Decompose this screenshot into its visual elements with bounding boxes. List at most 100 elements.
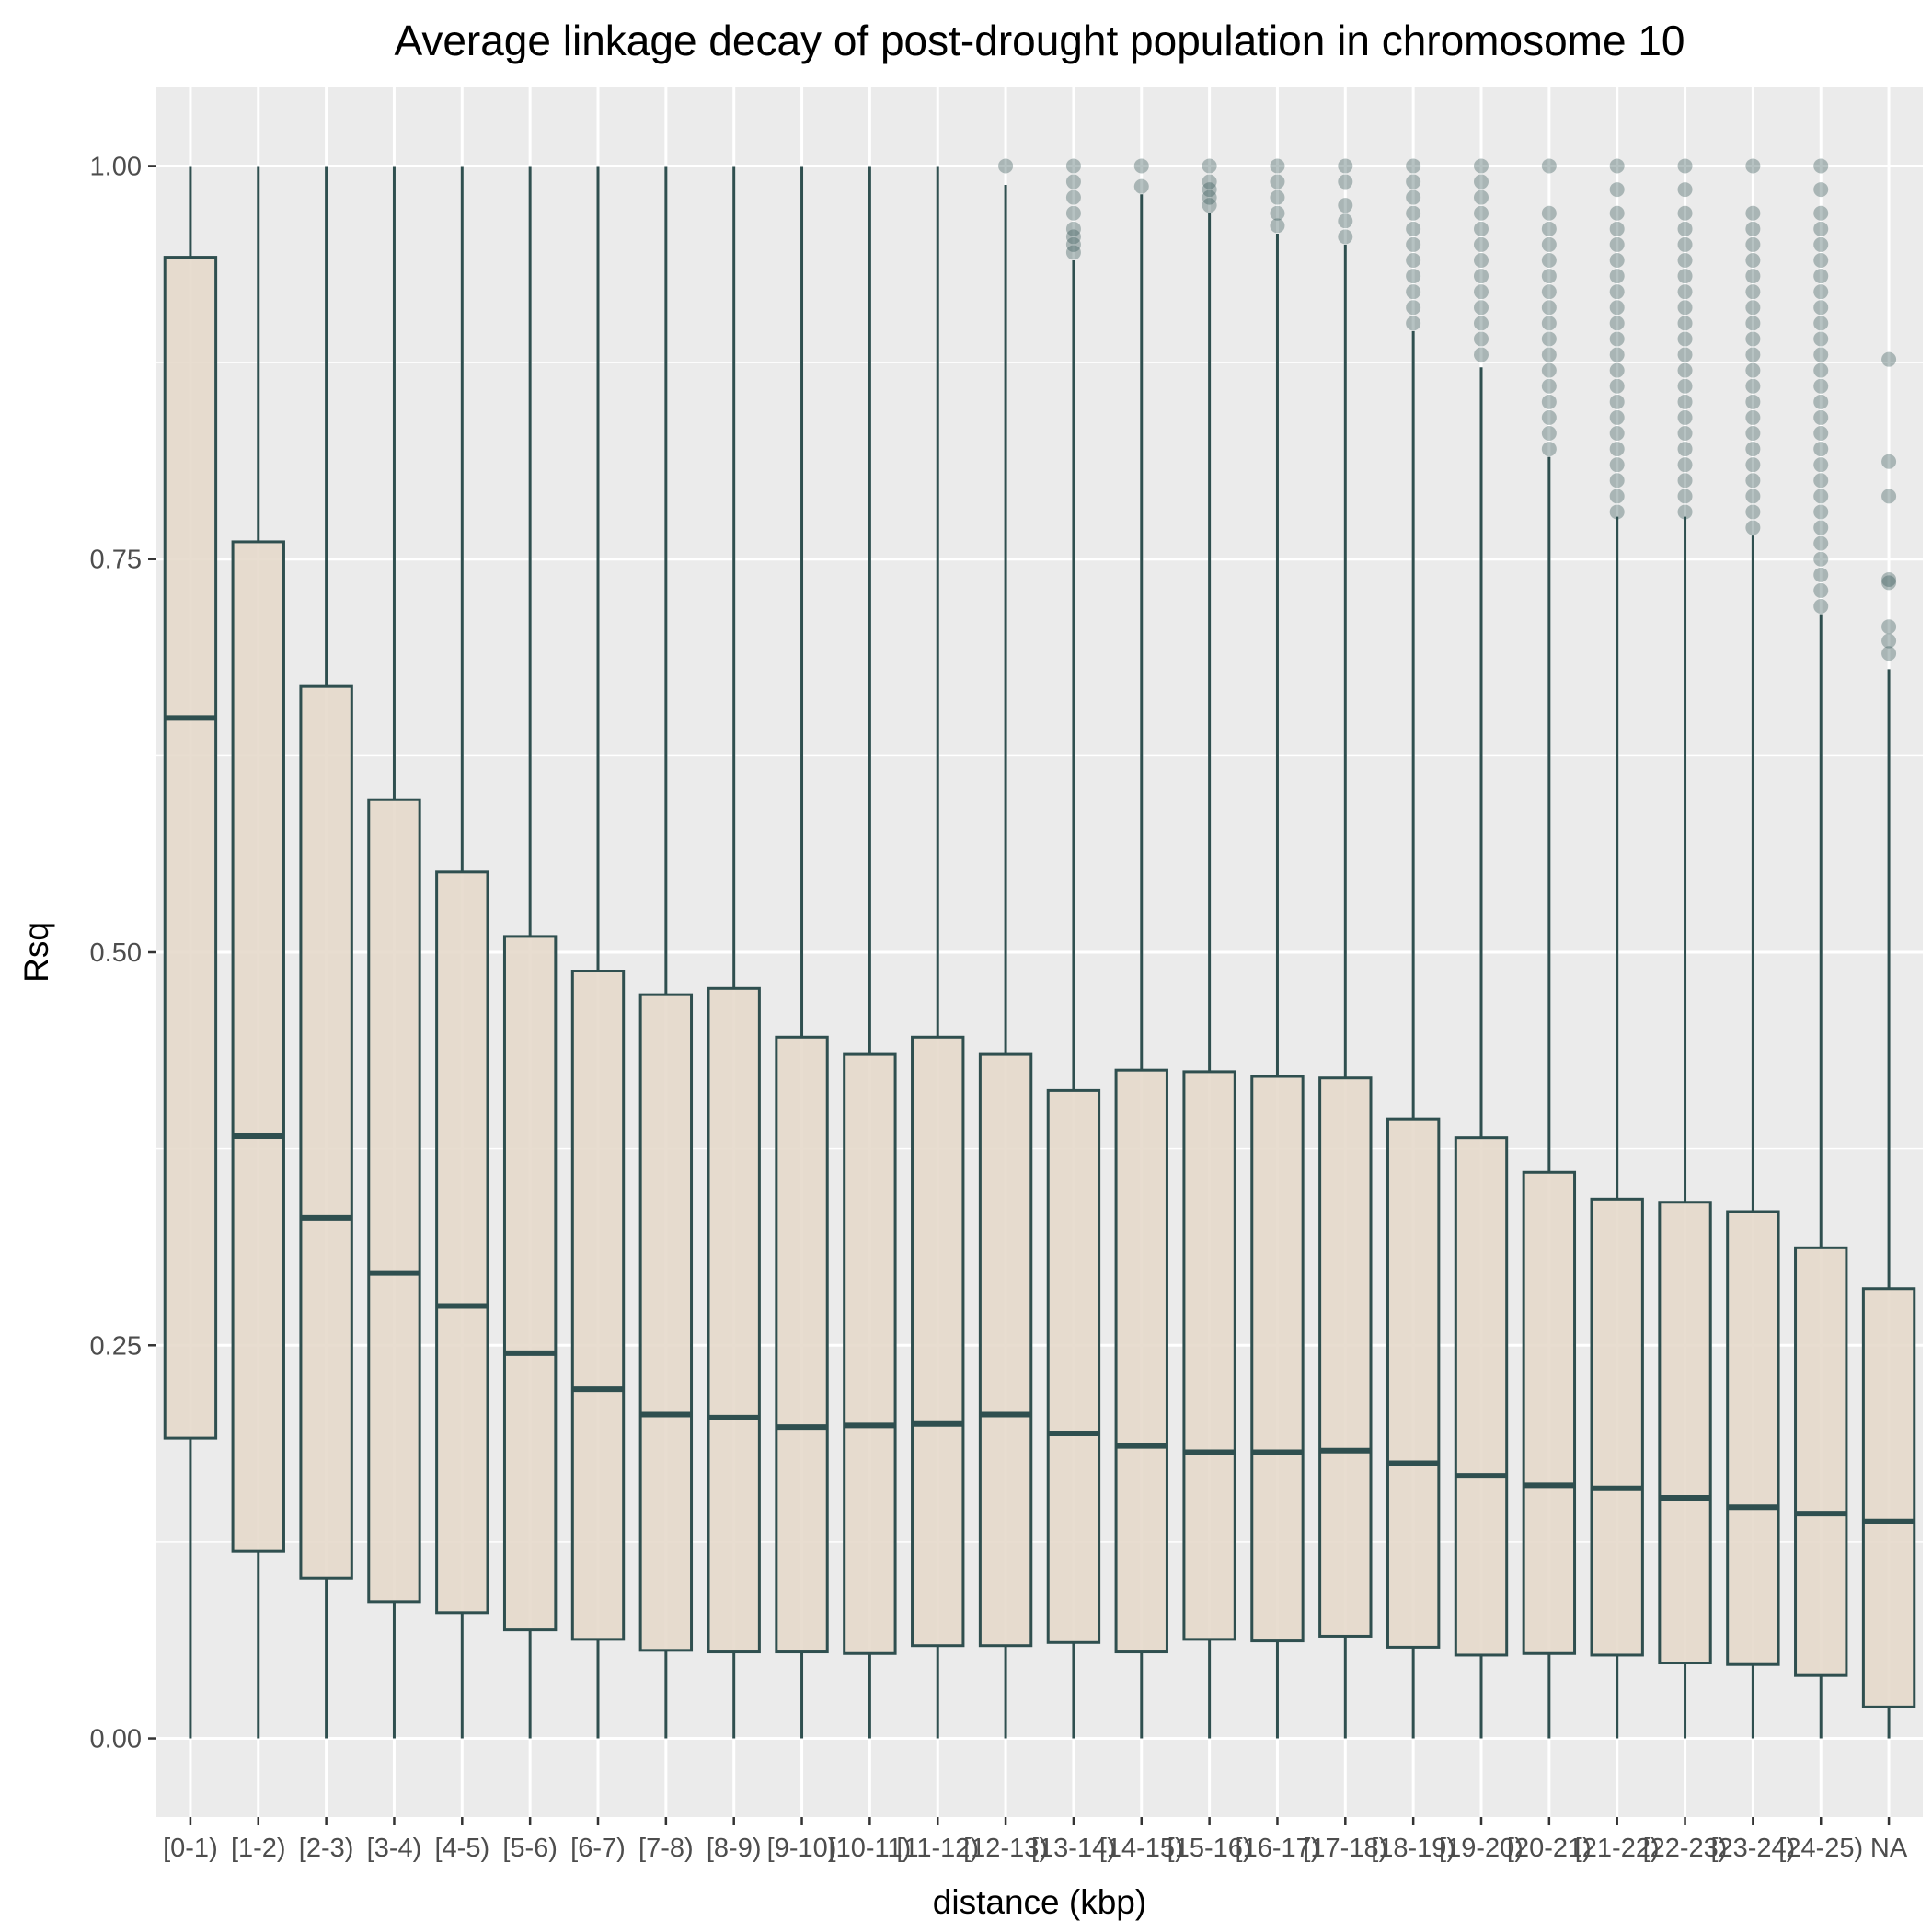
x-tick-label: [3-4) bbox=[367, 1834, 422, 1863]
chart-title: Average linkage decay of post-drought po… bbox=[394, 17, 1685, 64]
box-body bbox=[978, 1052, 1033, 1648]
box-body bbox=[1726, 1210, 1780, 1666]
outlier-point bbox=[1270, 174, 1285, 190]
box-[3-4) bbox=[367, 166, 421, 1739]
outlier-point bbox=[1813, 582, 1829, 598]
outlier-point bbox=[1813, 394, 1829, 409]
outlier-point bbox=[1609, 316, 1625, 331]
box-body bbox=[1386, 1117, 1441, 1649]
box-[24-25) bbox=[1794, 158, 1848, 1739]
outlier-point bbox=[1065, 174, 1081, 190]
outlier-point bbox=[1133, 178, 1149, 194]
box-[20-21) bbox=[1522, 158, 1577, 1739]
outlier-point bbox=[1609, 504, 1625, 520]
box-body bbox=[707, 986, 761, 1654]
x-tick-label: [24-25) bbox=[1778, 1834, 1863, 1863]
x-tick-label: [18-19) bbox=[1371, 1834, 1455, 1863]
outlier-point bbox=[1541, 284, 1557, 300]
outlier-point bbox=[1474, 269, 1489, 284]
outlier-point bbox=[1677, 473, 1693, 489]
outlier-point bbox=[1202, 158, 1217, 174]
outlier-point bbox=[1813, 567, 1829, 582]
outlier-point bbox=[1745, 426, 1761, 441]
outlier-point bbox=[1813, 182, 1829, 198]
box-[19-20) bbox=[1454, 158, 1509, 1739]
plot-panel bbox=[156, 87, 1923, 1817]
outlier-point bbox=[1474, 253, 1489, 268]
y-axis: 0.00 0.25 0.50 0.75 1.00 bbox=[90, 152, 156, 1754]
box-[21-22) bbox=[1590, 158, 1644, 1739]
outlier-point bbox=[1609, 457, 1625, 473]
outlier-point bbox=[1677, 300, 1693, 316]
outlier-point bbox=[1541, 300, 1557, 316]
outlier-point bbox=[1813, 473, 1829, 489]
box-body bbox=[638, 993, 694, 1652]
outlier-point bbox=[1609, 221, 1625, 236]
outlier-point bbox=[1881, 351, 1897, 367]
x-tick-label: [11-12) bbox=[896, 1834, 979, 1863]
box-[6-7) bbox=[570, 166, 626, 1739]
outlier-point bbox=[1677, 316, 1693, 331]
outlier-point bbox=[1677, 489, 1693, 504]
box-[22-23) bbox=[1658, 158, 1712, 1739]
outlier-point bbox=[1541, 362, 1557, 378]
outlier-point bbox=[1541, 442, 1557, 457]
outlier-point bbox=[1609, 253, 1625, 268]
outlier-point bbox=[1677, 253, 1693, 268]
outlier-point bbox=[1745, 394, 1761, 409]
x-tick-label: [22-23) bbox=[1643, 1834, 1728, 1863]
box-body bbox=[435, 870, 489, 1615]
outlier-point bbox=[1677, 205, 1693, 221]
box-[11-12) bbox=[911, 166, 965, 1739]
outlier-point bbox=[1813, 362, 1829, 378]
box-body bbox=[1454, 1136, 1509, 1657]
outlier-point bbox=[1813, 158, 1829, 174]
outlier-point bbox=[1609, 489, 1625, 504]
outlier-point bbox=[1541, 426, 1557, 441]
outlier-point bbox=[1677, 394, 1693, 409]
y-tick-label: 0.75 bbox=[90, 546, 142, 575]
box-[5-6) bbox=[502, 166, 558, 1739]
outlier-point bbox=[1745, 221, 1761, 236]
box-[13-14) bbox=[1046, 158, 1101, 1739]
box-body bbox=[1250, 1075, 1305, 1643]
x-tick-label: [13-14) bbox=[1031, 1834, 1116, 1863]
x-tick-label: [10-11) bbox=[829, 1834, 912, 1863]
outlier-point bbox=[1881, 646, 1897, 661]
box-body bbox=[163, 256, 218, 1440]
outlier-point bbox=[1065, 236, 1081, 252]
outlier-point bbox=[1745, 504, 1761, 520]
outlier-point bbox=[1745, 236, 1761, 252]
box-body bbox=[1794, 1246, 1848, 1677]
box-body bbox=[1114, 1068, 1168, 1654]
outlier-point bbox=[1133, 158, 1149, 174]
box-[2-3) bbox=[299, 166, 353, 1739]
outlier-point bbox=[1813, 316, 1829, 331]
outlier-point bbox=[1677, 457, 1693, 473]
x-tick-label: [1-2) bbox=[231, 1834, 286, 1863]
outlier-point bbox=[1202, 182, 1217, 198]
outlier-point bbox=[1813, 300, 1829, 316]
outlier-point bbox=[1813, 489, 1829, 504]
outlier-point bbox=[1474, 174, 1489, 190]
outlier-point bbox=[1065, 190, 1081, 205]
box-[23-24) bbox=[1726, 158, 1780, 1739]
box-body bbox=[1522, 1170, 1577, 1655]
outlier-point bbox=[1474, 300, 1489, 316]
outlier-point bbox=[1881, 575, 1897, 591]
x-tick-label: [9-10) bbox=[767, 1834, 837, 1863]
outlier-point bbox=[1745, 284, 1761, 300]
x-tick-label: [19-20) bbox=[1439, 1834, 1524, 1863]
outlier-point bbox=[1677, 362, 1693, 378]
outlier-point bbox=[1406, 158, 1421, 174]
outlier-point bbox=[1065, 205, 1081, 221]
x-tick-label: [23-24) bbox=[1710, 1834, 1795, 1863]
outlier-point bbox=[1202, 174, 1217, 190]
outlier-point bbox=[1065, 221, 1081, 236]
x-tick-label: [2-3) bbox=[299, 1834, 354, 1863]
outlier-point bbox=[1474, 205, 1489, 221]
outlier-point bbox=[1338, 229, 1353, 245]
box-NA bbox=[1861, 351, 1916, 1739]
outlier-point bbox=[1813, 205, 1829, 221]
outlier-point bbox=[1881, 454, 1897, 469]
